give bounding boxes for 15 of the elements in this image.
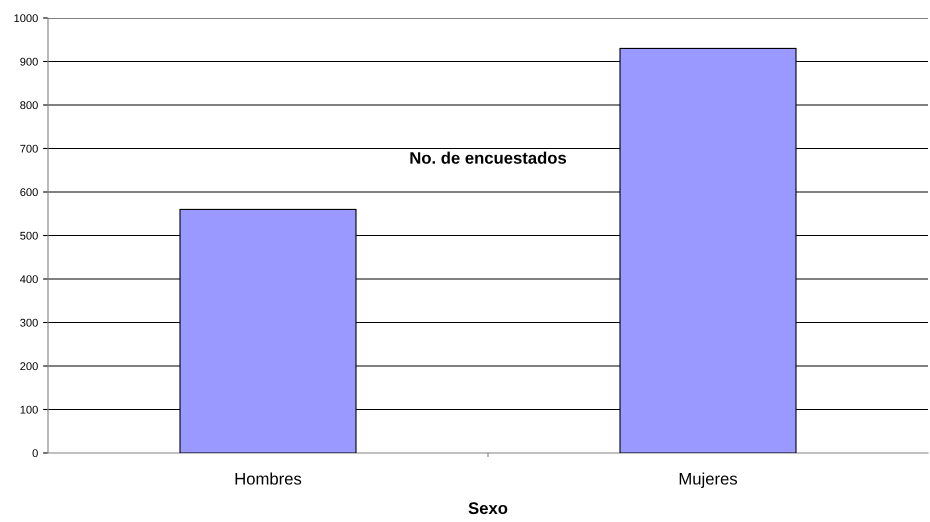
y-tick-label: 1000 xyxy=(14,14,38,22)
y-tick-label: 700 xyxy=(20,144,38,153)
x-axis-title: Sexo xyxy=(468,502,508,514)
y-tick-label: 200 xyxy=(20,362,38,370)
y-tick-label: 300 xyxy=(20,318,38,327)
x-tick-label: Hombres xyxy=(236,472,302,485)
y-tick-label: 900 xyxy=(20,58,38,66)
y-tick-label: 500 xyxy=(20,232,38,240)
y-tick-label: 0 xyxy=(32,449,38,458)
x-tick-label: Mujeres xyxy=(680,472,738,488)
y-tick-label: 800 xyxy=(20,101,38,110)
y-tick-label: 400 xyxy=(20,275,38,284)
text: No. de encuestados xyxy=(410,152,566,164)
y-tick-label: 100 xyxy=(20,406,38,414)
y-tick-label: 600 xyxy=(20,188,38,196)
